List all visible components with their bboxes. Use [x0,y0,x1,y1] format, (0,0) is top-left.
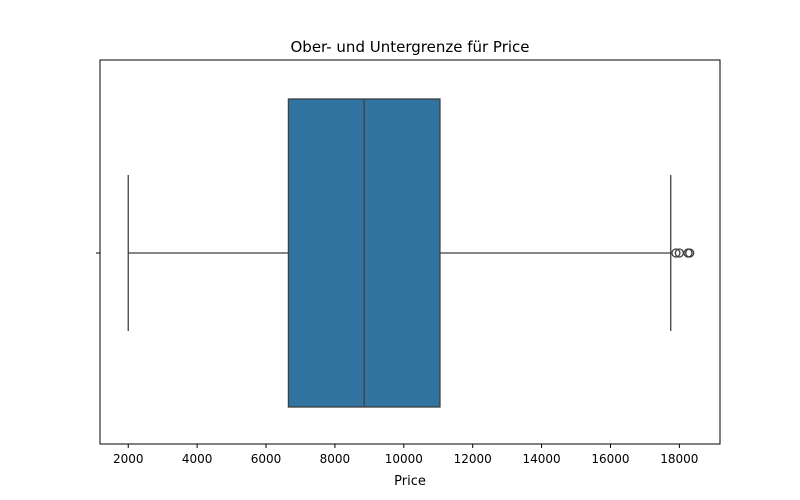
x-tick-label: 4000 [182,452,213,466]
outlier-point [671,248,681,258]
x-axis-ticks: 2000 4000 6000 8000 10000 12000 14000 16000 1800… [113,444,698,466]
chart-title: Ober- und Untergrenze für Price [290,38,529,56]
x-tick-label: 16000 [591,452,629,466]
x-tick-label: 14000 [522,452,560,466]
box-plot-marks [127,98,695,408]
x-tick-label: 12000 [454,452,492,466]
x-tick-label: 6000 [251,452,282,466]
outlier-point [685,248,695,258]
x-tick-label: 10000 [385,452,423,466]
plot-area-frame [99,59,721,445]
x-tick-label: 18000 [660,452,698,466]
x-axis-label: Price [394,474,426,489]
x-tick-label: 2000 [113,452,144,466]
x-tick-label: 8000 [320,452,351,466]
